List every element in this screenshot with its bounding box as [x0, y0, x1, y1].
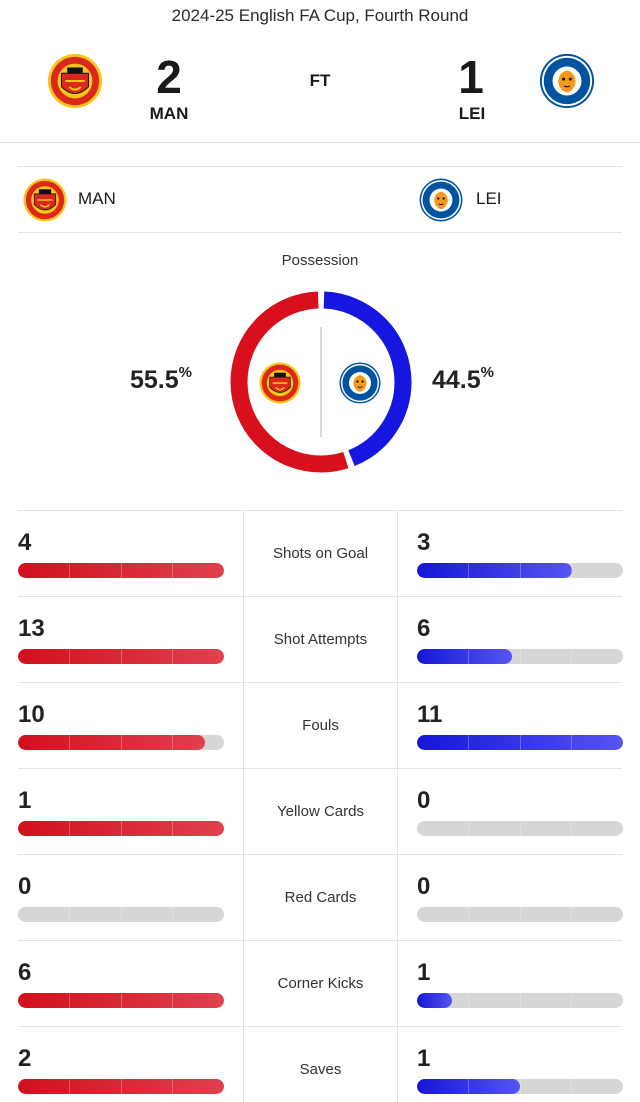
leicester-city-logo-small	[418, 177, 464, 223]
stat-label: Saves	[299, 1061, 342, 1078]
column-divider	[397, 855, 398, 941]
home-stat-value: 2	[18, 1045, 32, 1072]
away-stat-value: 6	[417, 615, 431, 642]
home-stat-bar	[18, 821, 224, 836]
away-stat-bar-fill	[417, 993, 453, 1008]
stat-label: Yellow Cards	[277, 803, 364, 820]
column-divider	[243, 511, 244, 597]
home-stat-value: 13	[18, 615, 45, 642]
column-divider	[243, 769, 244, 855]
column-divider	[397, 1027, 398, 1102]
home-stat-bar	[18, 1079, 224, 1094]
column-divider	[397, 597, 398, 683]
away-stat-bar	[417, 821, 623, 836]
stat-row: 4 Shots on Goal 3	[18, 510, 623, 597]
home-stat-value: 1	[18, 787, 32, 814]
away-stat-value: 0	[417, 873, 431, 900]
leicester-city-logo[interactable]	[538, 52, 596, 110]
home-stat-bar-fill	[18, 563, 224, 578]
donut-man-logo	[258, 361, 302, 405]
game-status: FT	[309, 71, 331, 90]
column-divider	[397, 769, 398, 855]
home-stat-bar-fill	[18, 993, 224, 1008]
away-stat-value: 11	[417, 701, 443, 728]
divider	[18, 166, 622, 167]
stat-row: 2 Saves 1	[18, 1026, 623, 1102]
home-stat-value: 4	[18, 529, 32, 556]
away-stat-bar-fill	[417, 1079, 520, 1094]
stat-label: Shots on Goal	[272, 545, 369, 562]
column-divider	[397, 941, 398, 1027]
home-score: 2	[156, 51, 182, 103]
column-divider	[243, 855, 244, 941]
game-header: 2024-25 English FA Cup, Fourth Round 2 M…	[0, 0, 640, 143]
home-stat-bar	[18, 907, 224, 922]
manchester-united-logo[interactable]	[46, 52, 104, 110]
home-stat-bar-fill	[18, 1079, 224, 1094]
stat-row: 6 Corner Kicks 1	[18, 940, 623, 1027]
manchester-united-logo-small	[22, 177, 68, 223]
away-stat-value: 3	[417, 529, 431, 556]
away-stat-bar	[417, 907, 623, 922]
column-divider	[243, 683, 244, 769]
home-stat-bar-fill	[18, 649, 224, 664]
team-row: MAN LEI	[18, 167, 622, 233]
home-possession-pct: 55.5%	[130, 364, 193, 394]
away-team-abbr[interactable]: LEI	[458, 104, 486, 123]
home-team-abbr[interactable]: MAN	[149, 104, 189, 123]
home-stat-value: 10	[18, 701, 45, 728]
away-team-label: LEI	[476, 189, 502, 208]
column-divider	[243, 1027, 244, 1102]
away-stat-bar	[417, 563, 623, 578]
stat-row: 10 Fouls 11	[18, 682, 623, 769]
stat-label: Corner Kicks	[277, 975, 364, 992]
stat-row: 1 Yellow Cards 0	[18, 768, 623, 855]
away-possession-pct: 44.5%	[432, 364, 495, 394]
away-stat-bar-fill	[417, 649, 512, 664]
home-stat-bar-fill	[18, 735, 206, 750]
stat-label: Red Cards	[284, 889, 357, 906]
away-stat-value: 1	[417, 959, 431, 986]
away-stat-value: 1	[417, 1045, 431, 1072]
home-stat-bar	[18, 735, 224, 750]
column-divider	[243, 941, 244, 1027]
column-divider	[243, 597, 244, 683]
donut-lei-logo	[339, 362, 381, 404]
away-stat-bar	[417, 649, 623, 664]
away-stat-bar	[417, 1079, 623, 1094]
possession-title: Possession	[281, 252, 359, 269]
stat-row: 0 Red Cards 0	[18, 854, 623, 941]
home-stat-value: 0	[18, 873, 32, 900]
away-stat-bar	[417, 735, 623, 750]
away-stat-value: 0	[417, 787, 431, 814]
column-divider	[397, 683, 398, 769]
home-stat-bar	[18, 649, 224, 664]
away-stat-bar-fill	[417, 735, 623, 750]
away-stat-bar-fill	[417, 563, 572, 578]
away-score: 1	[458, 51, 484, 103]
possession-home-arc	[230, 291, 412, 473]
possession-donut-chart	[230, 291, 412, 473]
stat-row: 13 Shot Attempts 6	[18, 596, 623, 683]
possession-away-arc	[230, 291, 412, 473]
home-stat-bar	[18, 563, 224, 578]
stat-label: Fouls	[302, 717, 339, 734]
team-stats-table: 4 Shots on Goal 3 13 Shot Attempts 6 10 Fouls 11…	[18, 510, 623, 1102]
home-team-label: MAN	[78, 189, 116, 208]
column-divider	[397, 511, 398, 597]
home-stat-bar-fill	[18, 821, 224, 836]
home-stat-bar	[18, 993, 224, 1008]
home-stat-value: 6	[18, 959, 32, 986]
away-stat-bar	[417, 993, 623, 1008]
stat-label: Shot Attempts	[273, 631, 368, 648]
competition-title: 2024-25 English FA Cup, Fourth Round	[171, 6, 469, 25]
